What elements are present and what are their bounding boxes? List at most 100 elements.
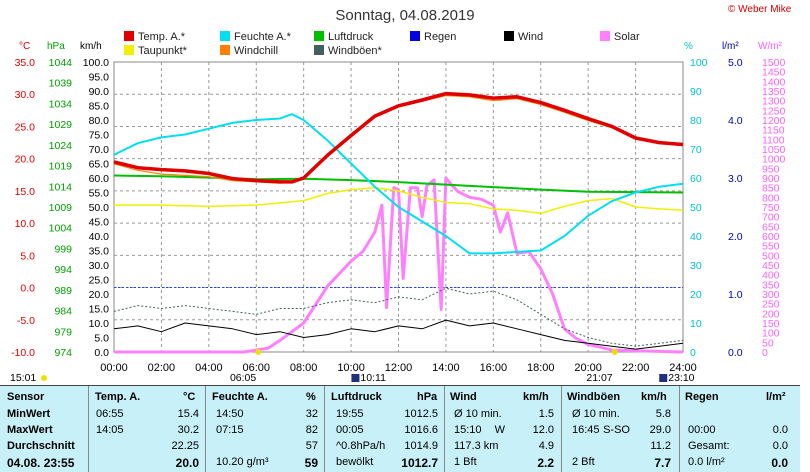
stat-gust-v: 5.8 <box>655 408 671 420</box>
y-tick-solar: 1350 <box>762 86 786 98</box>
y-tick-solar: 650 <box>762 221 780 233</box>
sunrise-time: 06:05 <box>230 372 256 384</box>
legend-humidity: Feuchte A.* <box>220 31 291 43</box>
stat-hum-v: 82 <box>305 424 318 436</box>
stat-rain-v: 0.0 <box>772 440 788 452</box>
x-tick-label: 12:00 <box>385 362 413 374</box>
y-tick-solar: 900 <box>762 173 780 185</box>
legend-rain: Regen <box>410 31 456 43</box>
y-tick-solar: 250 <box>762 299 780 311</box>
y-tick-temp: -10.0 <box>11 347 35 359</box>
y-tick-wind: 70.0 <box>89 144 110 156</box>
y-tick-solar: 1100 <box>762 134 785 146</box>
y-tick-wind: 30.0 <box>89 260 110 272</box>
x-tick-label: 16:00 <box>480 362 508 374</box>
y-tick-solar: 750 <box>762 202 780 214</box>
y-tick-humidity: 60 <box>690 173 702 185</box>
y-tick-temp: 20.0 <box>15 154 36 166</box>
stat-label: 04.08. 23:55 <box>7 456 75 470</box>
y-tick-solar: 1000 <box>762 154 786 166</box>
y-tick-solar: 450 <box>762 260 780 272</box>
y-tick-solar: 100 <box>762 328 780 340</box>
y-tick-temp: 10.0 <box>15 218 36 230</box>
x-tick-label: 06:00 <box>242 362 270 374</box>
stat-press-t: 19:55 <box>336 408 364 420</box>
y-tick-solar: 1450 <box>762 67 786 79</box>
y-tick-temp: 30.0 <box>15 89 36 101</box>
stat-temp-t: 14:05 <box>96 424 124 436</box>
stat-wind-t: 15:10 <box>454 424 482 436</box>
stat-press-v: 1014.9 <box>404 440 438 452</box>
y-tick-pressure: 1019 <box>49 161 73 173</box>
unit-pct: % <box>684 41 693 52</box>
y-tick-humidity: 100 <box>690 57 708 69</box>
x-tick-label: 24:00 <box>669 362 697 374</box>
x-tick-label: 02:00 <box>148 362 176 374</box>
x-tick-label: 22:00 <box>622 362 650 374</box>
y-tick-rain: 2.0 <box>728 231 743 243</box>
x-tick-label: 18:00 <box>527 362 555 374</box>
series-windben <box>113 287 684 347</box>
hdr-temp-unit: °C <box>183 391 196 403</box>
hdr-press-unit: hPa <box>417 391 438 403</box>
y-tick-solar: 350 <box>762 279 780 291</box>
stat-rain-t: Gesamt: <box>688 440 730 452</box>
y-tick-wind: 15.0 <box>89 304 110 316</box>
legend-wind: Wind <box>504 31 543 43</box>
y-tick-wind: 40.0 <box>89 231 110 243</box>
moonset-icon <box>659 374 668 382</box>
y-tick-wind: 60.0 <box>89 173 110 185</box>
stat-temp-t: 06:55 <box>96 408 124 420</box>
x-tick-label: 08:00 <box>290 362 318 374</box>
stat-hum-t: 14:50 <box>216 408 244 420</box>
y-tick-solar: 0 <box>762 347 768 359</box>
y-tick-humidity: 40 <box>690 231 702 243</box>
y-tick-pressure: 994 <box>54 264 72 276</box>
stat-wind-v: 1.5 <box>538 408 554 420</box>
series-luftdruck <box>113 174 684 194</box>
y-tick-temp: 5.0 <box>20 250 35 262</box>
y-tick-wind: 0.0 <box>94 347 109 359</box>
start-time: 15:01 <box>10 372 36 384</box>
stat-rain-t: 00:00 <box>688 424 716 436</box>
y-tick-pressure: 1029 <box>49 119 73 131</box>
y-tick-solar: 400 <box>762 270 780 282</box>
stat-press-v: 1016.6 <box>404 424 438 436</box>
stat-hum-v: 32 <box>305 408 318 420</box>
y-tick-wind: 85.0 <box>89 101 110 113</box>
series-solar <box>114 176 684 354</box>
y-tick-wind: 25.0 <box>89 275 110 287</box>
unit-kmh: km/h <box>80 41 102 52</box>
y-tick-solar: 700 <box>762 212 780 224</box>
stats-table: Sensor Temp. A. °C Feuchte A. % Luftdruc… <box>0 385 800 472</box>
y-tick-humidity: 0 <box>690 347 696 359</box>
stat-press-v: 1012.5 <box>404 408 438 420</box>
hdr-wind-unit: km/h <box>523 391 549 403</box>
y-tick-solar: 550 <box>762 241 780 253</box>
series-wind <box>113 319 684 350</box>
y-tick-temp: -5.0 <box>17 315 35 327</box>
legend-temp: Temp. A.* <box>124 31 185 43</box>
stat-temp-v: 20.0 <box>175 456 199 470</box>
y-tick-solar: 800 <box>762 192 780 204</box>
y-tick-humidity: 50 <box>690 202 702 214</box>
stat-hum-v: 57 <box>305 440 318 452</box>
stat-press-t: bewölkt <box>336 456 374 468</box>
stat-press-t: ^0.8hPa/h <box>336 440 386 452</box>
y-tick-pressure: 984 <box>54 306 72 318</box>
hdr-hum-unit: % <box>306 391 316 403</box>
x-tick-label: 14:00 <box>432 362 460 374</box>
stat-gust-t: Ø 10 min. <box>572 408 620 420</box>
stat-wind-v: 4.9 <box>538 440 554 452</box>
x-tick-label: 10:00 <box>337 362 365 374</box>
weather-chart: 00:00 02:00 04:00 06:00 08:00 10:00 12:00 14:00… <box>10 57 786 384</box>
hdr-rain: Regen <box>685 391 719 403</box>
stat-gust-m: S-SO <box>603 424 630 436</box>
y-tick-rain: 3.0 <box>728 173 743 185</box>
y-tick-solar: 850 <box>762 183 780 195</box>
y-tick-pressure: 1004 <box>49 223 73 235</box>
y-tick-rain: 1.0 <box>728 289 743 301</box>
y-tick-humidity: 80 <box>690 115 702 127</box>
hdr-hum: Feuchte A. <box>212 391 268 403</box>
y-tick-pressure: 1009 <box>49 202 73 214</box>
